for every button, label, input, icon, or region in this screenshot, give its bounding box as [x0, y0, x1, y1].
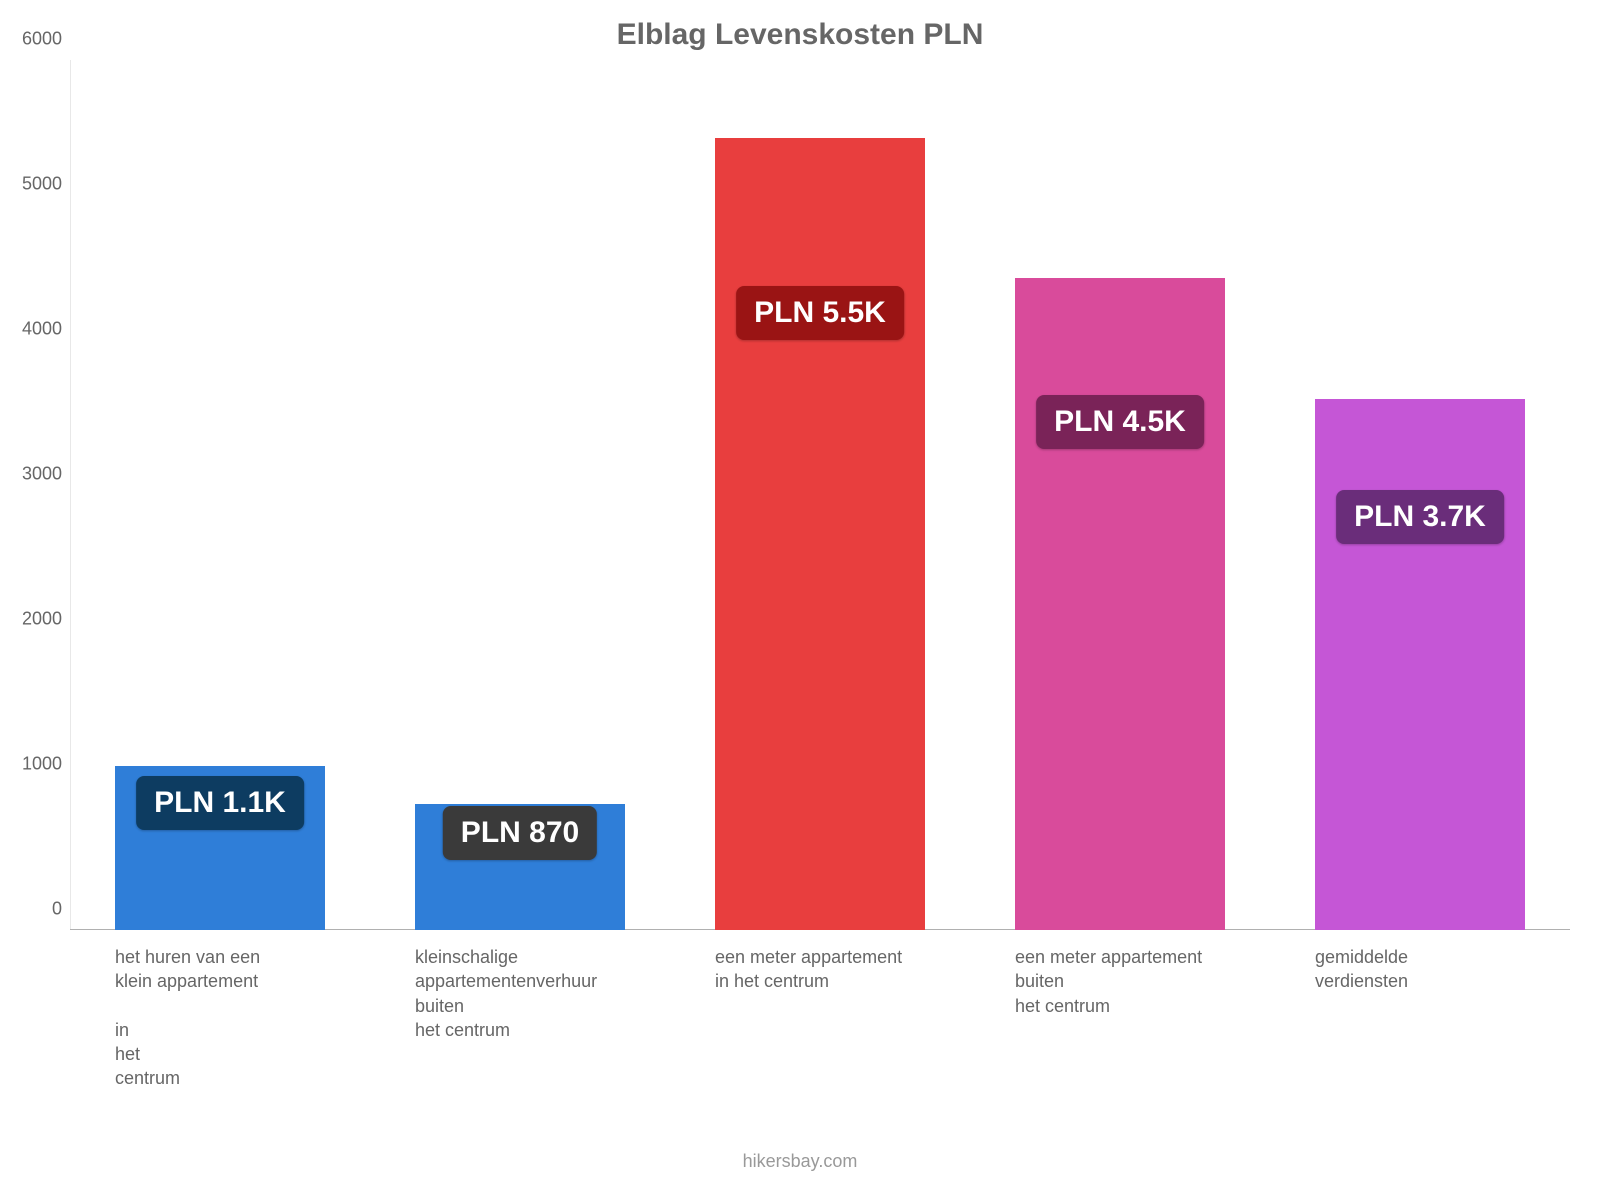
value-badge: PLN 1.1K — [136, 776, 304, 830]
bar — [715, 138, 925, 930]
value-badge: PLN 4.5K — [1036, 395, 1204, 449]
attribution-text: hikersbay.com — [0, 1151, 1600, 1172]
y-tick-label: 1000 — [22, 754, 62, 775]
y-axis-line — [70, 60, 71, 930]
bar — [1315, 399, 1525, 930]
y-tick-label: 0 — [52, 899, 62, 920]
bar — [1015, 278, 1225, 931]
x-category-label: gemiddelde verdiensten — [1315, 945, 1565, 994]
y-tick-label: 6000 — [22, 29, 62, 50]
value-badge: PLN 3.7K — [1336, 490, 1504, 544]
x-category-label: een meter appartement buiten het centrum — [1015, 945, 1265, 1018]
value-badge: PLN 870 — [443, 806, 597, 860]
y-tick-label: 4000 — [22, 319, 62, 340]
y-tick-label: 3000 — [22, 464, 62, 485]
x-category-label: kleinschalige appartementenverhuur buite… — [415, 945, 665, 1042]
y-tick-label: 5000 — [22, 174, 62, 195]
value-badge: PLN 5.5K — [736, 286, 904, 340]
y-tick-label: 2000 — [22, 609, 62, 630]
plot-area: 0100020003000400050006000PLN 1.1KPLN 870… — [70, 60, 1570, 930]
x-category-label: het huren van een klein appartement in h… — [115, 945, 365, 1091]
chart-title: Elblag Levenskosten PLN — [0, 18, 1600, 52]
x-category-label: een meter appartement in het centrum — [715, 945, 965, 994]
